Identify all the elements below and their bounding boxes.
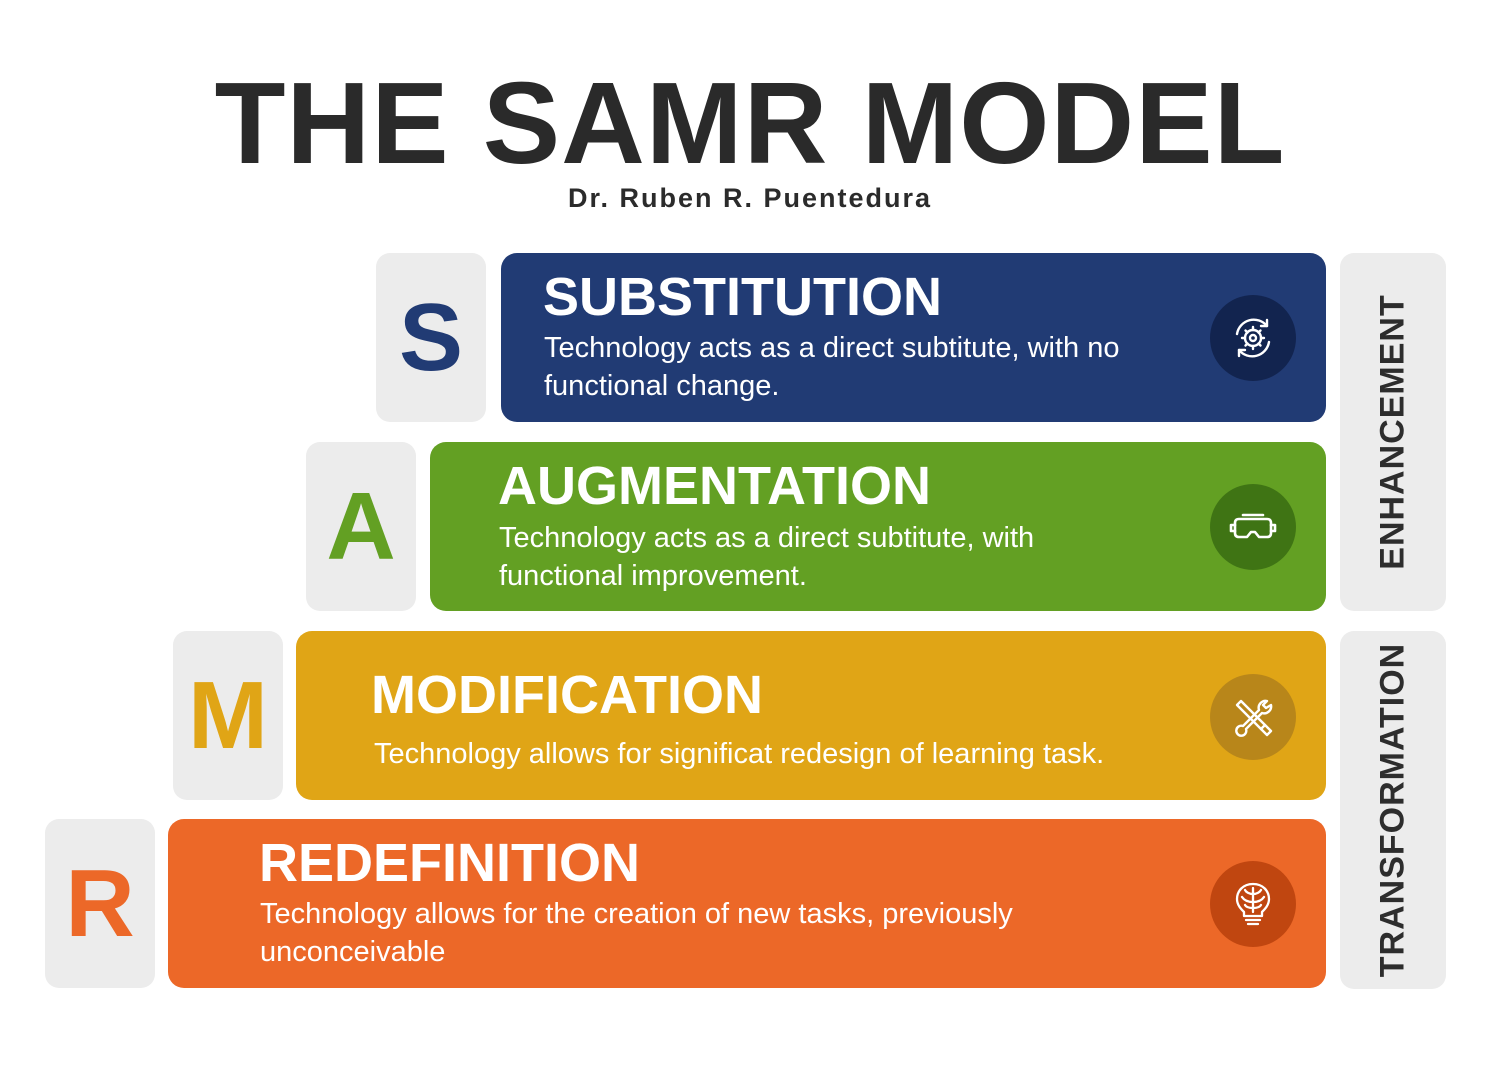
level-title: AUGMENTATION (498, 456, 931, 516)
level-description: Technology allows for the creation of ne… (260, 898, 1013, 968)
group-enhancement: ENHANCEMENT (1340, 253, 1446, 611)
level-augmentation: AUGMENTATION Technology acts as a direct… (430, 442, 1326, 611)
letter-tile-r: R (45, 819, 155, 988)
gear-cycle-icon (1210, 295, 1296, 381)
level-redefinition: REDEFINITION Technology allows for the c… (168, 819, 1326, 988)
brain-bulb-icon (1210, 861, 1296, 947)
level-description: Technology allows for significat redesig… (374, 738, 1105, 770)
vr-headset-icon (1210, 484, 1296, 570)
level-title: REDEFINITION (259, 833, 641, 893)
level-description: Technology acts as a direct subtitute, w… (544, 332, 1120, 402)
letter-tile-a: A (306, 442, 416, 611)
letter-tile-m: M (173, 631, 283, 800)
page-title: THE SAMR MODEL (214, 58, 1286, 188)
group-label-transformation: TRANSFORMATION (1373, 642, 1412, 978)
group-transformation: TRANSFORMATION (1340, 631, 1446, 989)
level-title: MODIFICATION (371, 665, 763, 725)
level-modification: MODIFICATION Technology allows for signi… (296, 631, 1326, 800)
level-substitution: SUBSTITUTION Technology acts as a direct… (501, 253, 1326, 422)
level-description: Technology acts as a direct subtitute, w… (499, 522, 1035, 592)
level-title: SUBSTITUTION (543, 267, 942, 327)
group-label-enhancement: ENHANCEMENT (1373, 294, 1412, 570)
tools-icon (1210, 674, 1296, 760)
letter-tile-s: S (376, 253, 486, 422)
author-subtitle: Dr. Ruben R. Puentedura (567, 183, 933, 213)
